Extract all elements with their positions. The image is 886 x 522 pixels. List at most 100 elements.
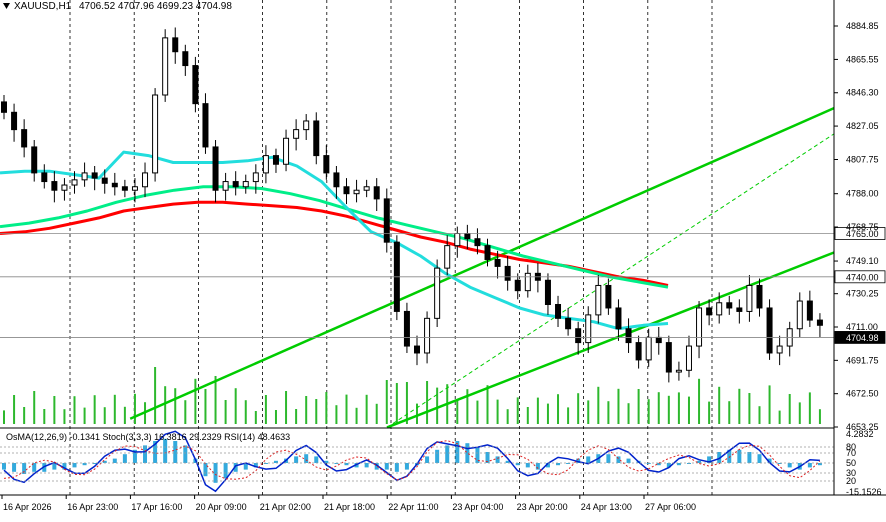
osma-bar	[334, 463, 339, 464]
price-label-text: 4765.00	[846, 229, 879, 239]
osma-bar	[384, 463, 389, 470]
dropdown-triangle-icon[interactable]	[3, 3, 10, 9]
osma-bar	[485, 452, 490, 463]
osma-bar	[576, 458, 581, 463]
candle-body	[192, 65, 199, 105]
trend-line	[386, 133, 835, 428]
candle-body	[424, 317, 431, 354]
candle-body	[766, 307, 773, 354]
osma-bar	[132, 449, 137, 463]
oscillator-axis-label: 20	[846, 476, 856, 486]
candle-body	[343, 186, 350, 195]
candle-body	[685, 345, 692, 371]
oscillator-axis-label: 50	[846, 458, 856, 468]
oscillator-axis-label: -15.1526	[846, 487, 882, 497]
stoch-signal-line	[3, 440, 821, 481]
trend-line	[129, 106, 835, 420]
osma-bar	[686, 463, 691, 464]
candle-body	[111, 182, 118, 188]
candle-body	[474, 238, 481, 247]
candle-body	[645, 336, 652, 361]
candle-body	[665, 342, 672, 373]
indicator-header: OsMA(12,26,9) -0.1341 Stoch(3,3,3) 16.38…	[6, 432, 290, 442]
osma-bar	[697, 460, 702, 463]
osma-bar	[12, 463, 17, 472]
osma-bar	[364, 463, 369, 468]
candle-body	[11, 111, 18, 131]
candle-body	[313, 120, 320, 157]
osma-bar	[777, 463, 782, 464]
osma-bar	[92, 463, 97, 464]
candle-body	[303, 120, 310, 131]
price-tick-label: 4672.50	[846, 389, 879, 399]
osma-bar	[112, 458, 117, 463]
time-tick-label: 24 Apr 13:00	[581, 502, 632, 512]
candle-body	[323, 155, 330, 174]
osma-bar	[213, 463, 218, 483]
osma-bar	[233, 463, 238, 472]
osma-bar	[163, 438, 168, 463]
candle-body	[333, 172, 340, 188]
candle-body	[444, 245, 451, 269]
price-tick-label: 4865.55	[846, 54, 879, 64]
osma-bar	[445, 445, 450, 463]
osma-bar	[807, 463, 812, 468]
candle-body	[293, 129, 300, 139]
osma-bar	[153, 441, 158, 463]
candle-body	[625, 328, 632, 344]
time-tick-label: 16 Apr 23:00	[67, 502, 118, 512]
candle-body	[575, 328, 582, 344]
candle-body	[81, 172, 88, 181]
price-tick-label: 4846.30	[846, 88, 879, 98]
candle-body	[71, 179, 78, 186]
osma-bar	[717, 452, 722, 463]
candle-body	[454, 233, 461, 247]
candle-body	[172, 37, 179, 53]
candle-body	[272, 155, 279, 165]
candle-body	[696, 307, 703, 347]
osma-bar	[787, 463, 792, 468]
price-tick-label: 4788.00	[846, 189, 879, 199]
osma-bar	[747, 452, 752, 463]
osma-bar	[475, 447, 480, 463]
candle-body	[675, 369, 682, 373]
price-tick-label: 4827.05	[846, 121, 879, 131]
candle-body	[142, 172, 149, 188]
osma-bar	[767, 458, 772, 463]
osma-bar	[243, 463, 248, 470]
osma-bar	[32, 463, 37, 472]
osma-bar	[505, 460, 510, 463]
candle-body	[101, 177, 108, 184]
candle-body	[796, 300, 803, 330]
osma-bar	[62, 463, 67, 470]
osma-bar	[253, 463, 258, 468]
time-tick-label: 23 Apr 20:00	[517, 502, 568, 512]
candle-body	[262, 155, 269, 174]
osma-bar	[606, 454, 611, 463]
symbol-label: XAUUSD,H1	[14, 1, 72, 12]
price-label-box	[834, 227, 886, 240]
candle-body	[806, 300, 813, 321]
candle-body	[494, 258, 501, 267]
candle-body	[91, 172, 98, 179]
candle-body	[504, 265, 511, 281]
oscillator-axis-label: 4.2832	[846, 429, 874, 439]
candle-body	[484, 245, 491, 260]
candle-body	[232, 181, 239, 188]
time-tick-label: 22 Apr 11:00	[388, 502, 438, 512]
candle-body	[353, 189, 360, 195]
candle-body	[202, 103, 209, 148]
oscillator-axis-label: 70	[846, 448, 856, 458]
candle-body	[776, 345, 783, 354]
candle-body	[756, 284, 763, 309]
osma-bar	[646, 463, 651, 464]
osma-bar	[52, 463, 57, 470]
price-tick-label: 4884.85	[846, 21, 879, 31]
candle-body	[736, 307, 743, 312]
osma-bar	[566, 463, 571, 464]
price-label-text: 4740.00	[846, 272, 879, 282]
time-tick-label: 21 Apr 02:00	[260, 502, 311, 512]
stoch-main-line	[3, 430, 820, 493]
